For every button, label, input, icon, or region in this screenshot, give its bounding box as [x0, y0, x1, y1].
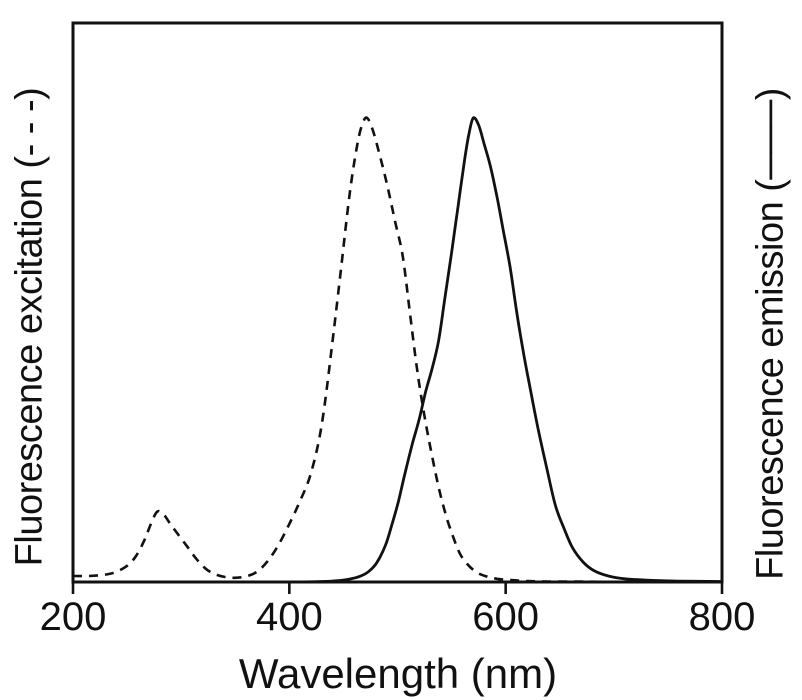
x-tick-label: 200: [39, 595, 107, 639]
x-tick-label: 800: [688, 595, 756, 639]
emission-curve: [72, 116, 723, 584]
excitation-curve: [72, 116, 722, 584]
x-axis-label: Wavelength (nm): [238, 650, 558, 697]
plot-frame: [71, 21, 724, 584]
x-tick-label: 400: [255, 595, 323, 639]
x-tick-label: 600: [472, 595, 540, 639]
